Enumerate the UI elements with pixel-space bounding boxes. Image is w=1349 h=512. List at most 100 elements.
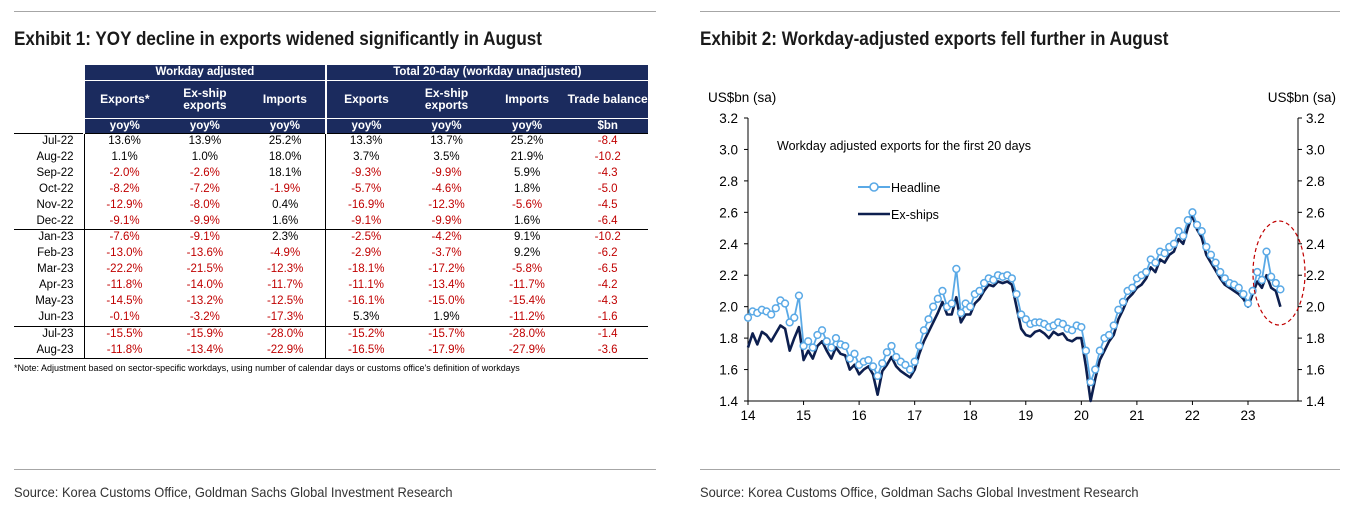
y-tick-label-right: 1.8 <box>1306 331 1325 346</box>
headline-point <box>780 299 790 308</box>
headline-point <box>952 264 961 274</box>
row-label: Nov-22 <box>36 198 74 211</box>
x-tick-label: 23 <box>1240 408 1255 423</box>
table-row: Jul-23 -15.5% -15.9% -28.0% -15.2% -15.7% -28.… <box>14 325 648 343</box>
table-cell: -15.2% <box>325 325 407 343</box>
table-cell: -5.8% <box>512 263 543 276</box>
table-cell: -6.5 <box>597 263 618 276</box>
table-cell: 1.6% <box>272 214 299 227</box>
headline-point <box>1109 321 1118 330</box>
table-cell: -2.9% <box>325 245 407 262</box>
headline-point <box>929 302 938 311</box>
unit-header: $bn <box>567 117 648 133</box>
headline-point <box>956 308 966 318</box>
table-cell: -4.2 <box>597 279 618 292</box>
headline-point <box>864 355 873 365</box>
headline-point <box>1262 247 1271 256</box>
table-row: Dec-22 -9.1% -9.9% 1.6% -9.1% -9.9% 1.6% -6.4 <box>14 213 648 230</box>
unit-header: yoy% <box>164 117 246 133</box>
row-label: Jun-23 <box>38 311 74 324</box>
row-label: Aug-22 <box>36 150 74 163</box>
headline-point <box>799 341 808 351</box>
table-cell: -8.2% <box>83 181 165 198</box>
table-cell: -17.3% <box>266 311 304 324</box>
table-cell: -0.1% <box>83 310 165 327</box>
headline-point <box>873 371 882 380</box>
y-tick-label-left: 1.8 <box>719 331 738 346</box>
table-row: Sep-22 -2.0% -2.6% 18.1% -9.3% -9.9% 5.9% -4.3 <box>14 165 648 182</box>
table-cell: -8.4 <box>567 132 648 150</box>
headline-point <box>817 326 827 335</box>
headline-point <box>850 349 859 358</box>
table-cell: -4.3 <box>597 295 618 308</box>
x-tick-label: 16 <box>852 408 867 423</box>
headline-point <box>1067 326 1077 335</box>
table-cell: -16.1% <box>325 293 407 311</box>
table-cell: 13.9% <box>164 132 246 150</box>
headline-point <box>827 343 836 352</box>
headline-point <box>794 291 804 300</box>
row-label: Sep-22 <box>36 166 74 179</box>
table-row: Jun-23 -0.1% -3.2% -17.3% 5.3% 1.9% -11.2% -1.6 <box>14 310 648 327</box>
headline-point <box>1183 216 1192 225</box>
table-cell: -12.3% <box>266 263 304 276</box>
unit-header: yoy% <box>83 117 165 133</box>
table-cell: -9.9% <box>189 214 220 227</box>
table-cell: -11.2% <box>509 311 545 324</box>
headline-point <box>1012 289 1021 299</box>
headline-point <box>743 313 753 322</box>
table-cell: 2.3% <box>245 229 326 246</box>
row-label: Oct-22 <box>39 182 74 195</box>
table-cell: -5.6% <box>512 198 543 211</box>
table-cell: 1.1% <box>83 149 165 166</box>
headline-point <box>1211 258 1220 267</box>
y-tick-label-left: 1.4 <box>719 394 738 409</box>
headline-point <box>1234 283 1243 292</box>
table-cell: 13.7% <box>406 132 487 150</box>
headline-point <box>915 341 924 351</box>
headline-point <box>878 359 887 368</box>
headline-point <box>1104 330 1114 340</box>
headline-point <box>1142 267 1151 277</box>
table-cell: -18.1% <box>325 261 407 278</box>
headline-point <box>1160 249 1169 258</box>
headline-point <box>1091 365 1100 374</box>
table-cell: -8.0% <box>189 198 220 211</box>
table-cell: 5.3% <box>325 310 407 327</box>
headline-point <box>1188 208 1197 217</box>
table-cell: -3.2% <box>189 311 220 324</box>
table-cell: 25.2% <box>245 132 326 150</box>
y-tick-label-left: 2.8 <box>719 174 738 189</box>
table-cell: -17.9% <box>406 342 487 359</box>
table-row: Feb-23 -13.0% -13.6% -4.9% -2.9% -3.7% 9.2% -6.… <box>14 245 648 262</box>
y-tick-label-left: 2.0 <box>719 300 738 315</box>
headline-point <box>966 302 975 311</box>
headline-point <box>1095 346 1104 355</box>
headline-point <box>841 341 850 351</box>
table-cell: -4.9% <box>270 247 301 260</box>
y-axis-label-left: US$bn (sa) <box>708 90 776 105</box>
table-cell: -14.5% <box>83 293 165 311</box>
column-header: Imports <box>245 80 326 118</box>
group-header-workday: Workday adjusted <box>83 65 326 81</box>
table-row: Apr-23 -11.8% -14.0% -11.7% -11.1% -13.4% -11.… <box>14 277 648 294</box>
table-cell: -17.2% <box>428 263 465 276</box>
row-label: May-23 <box>35 295 74 308</box>
row-label: Mar-23 <box>37 263 74 276</box>
x-tick-label: 14 <box>740 408 756 423</box>
headline-point <box>1174 227 1183 236</box>
headline-point <box>882 348 892 357</box>
row-label: Aug-23 <box>14 342 85 359</box>
table-cell: 1.6% <box>513 214 541 227</box>
headline-point <box>924 315 933 324</box>
headline-point <box>1253 267 1262 277</box>
exhibit1-table-container: Workday adjusted Total 20-day (workday u… <box>14 65 648 377</box>
column-header: Exports* <box>83 80 165 118</box>
y-tick-label-right: 2.6 <box>1306 205 1325 220</box>
y-tick-label-right: 2.2 <box>1306 268 1325 283</box>
table-cell: -5.7% <box>325 181 407 198</box>
headline-point <box>813 330 822 340</box>
table-cell: -12.9% <box>83 197 165 214</box>
headline-point <box>767 310 776 319</box>
exhibit2-title: Exhibit 2: Workday-adjusted exports fell… <box>700 29 1169 50</box>
